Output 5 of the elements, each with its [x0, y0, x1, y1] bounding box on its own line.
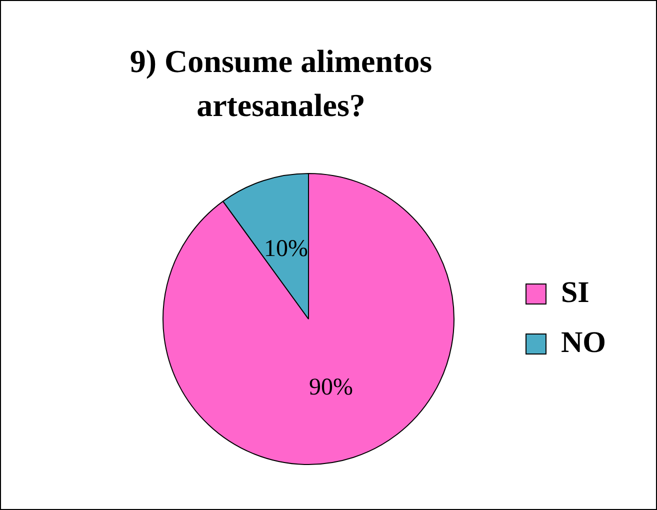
data-label: 90% — [308, 374, 353, 400]
legend-label: NO — [561, 326, 606, 359]
chart-title: 9) Consume alimentos artesanales? — [128, 42, 434, 125]
data-label: 10% — [264, 236, 308, 262]
legend-label: SI — [561, 276, 590, 309]
